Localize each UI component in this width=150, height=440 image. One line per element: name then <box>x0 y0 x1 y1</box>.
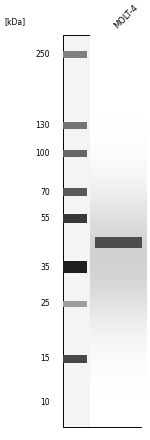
Text: [kDa]: [kDa] <box>4 17 26 26</box>
Bar <box>63 35 141 427</box>
Text: 70: 70 <box>40 187 50 197</box>
Text: MOLT-4: MOLT-4 <box>112 3 140 30</box>
Text: 55: 55 <box>40 214 50 223</box>
Text: 15: 15 <box>40 354 50 363</box>
Text: 250: 250 <box>36 50 50 59</box>
Text: 25: 25 <box>40 299 50 308</box>
Text: 10: 10 <box>40 398 50 407</box>
Text: 35: 35 <box>40 263 50 271</box>
Text: 130: 130 <box>36 121 50 130</box>
Text: 100: 100 <box>36 149 50 158</box>
